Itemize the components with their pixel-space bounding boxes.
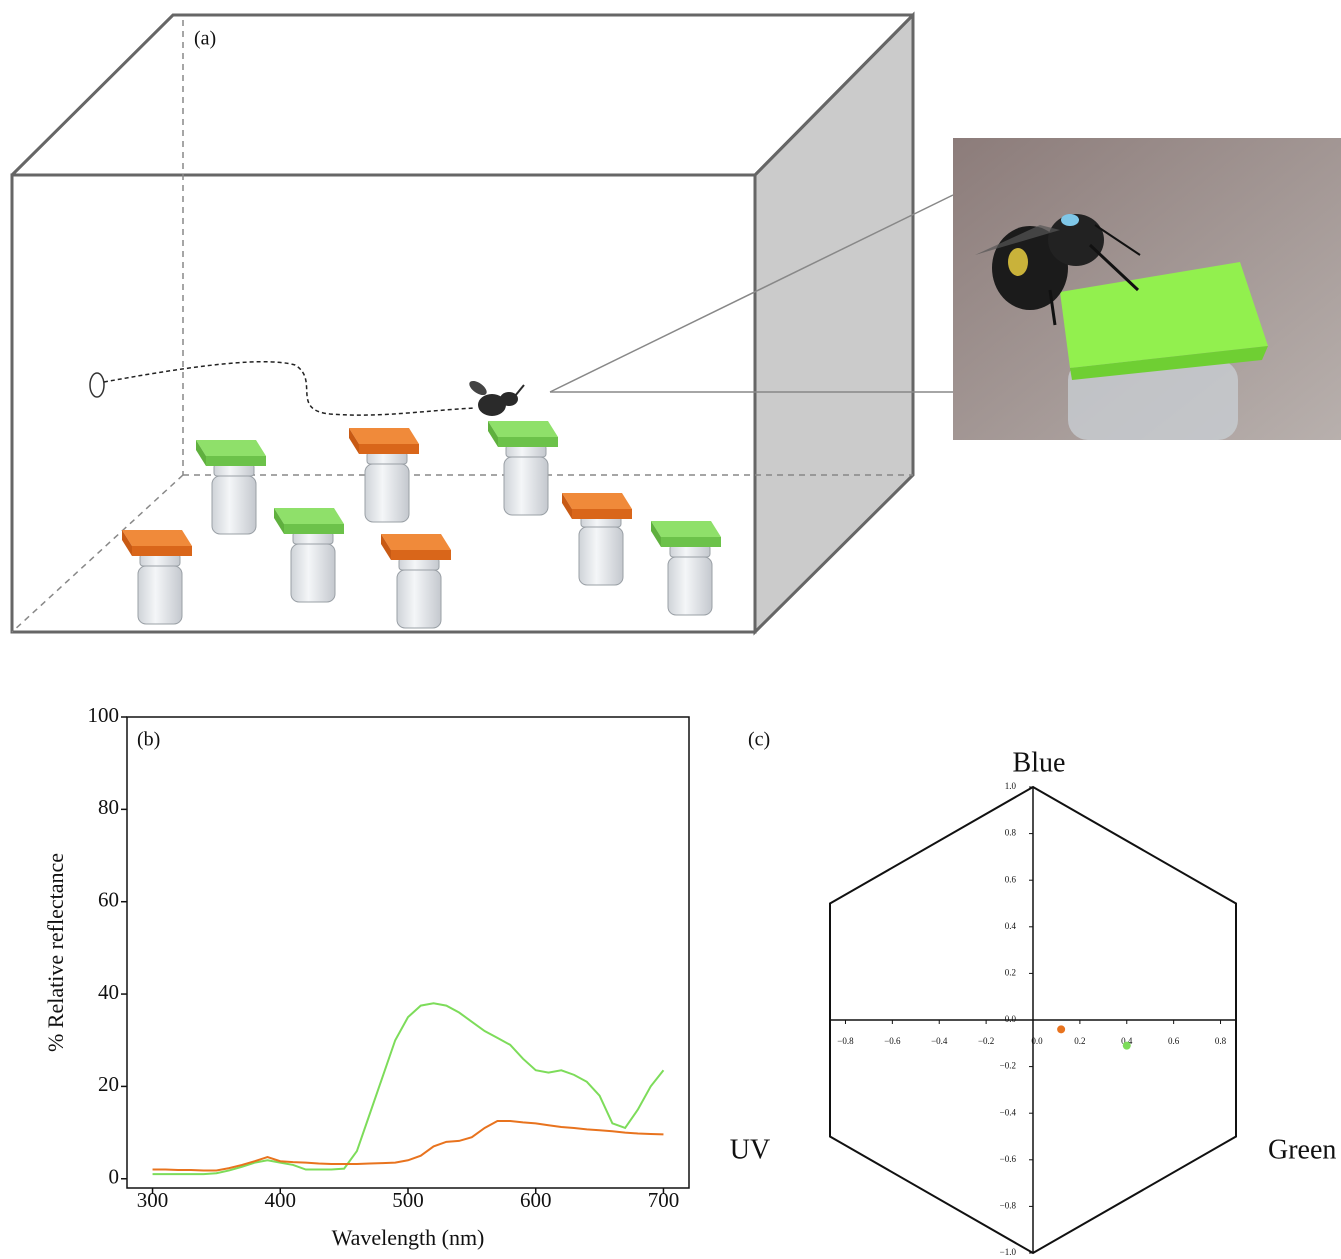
- series-line: [153, 1003, 664, 1174]
- corner-label: UV: [730, 1134, 770, 1165]
- flight-path: [104, 362, 475, 415]
- y-tick-label: 1.0: [1005, 781, 1017, 791]
- series-line: [153, 1121, 664, 1170]
- x-tick-label: 400: [265, 1188, 297, 1212]
- photo: [953, 138, 1341, 440]
- y-tick-label: 100: [88, 703, 120, 727]
- y-tick-label: −0.8: [1000, 1200, 1017, 1210]
- figure: (a) 0: [0, 0, 1341, 1259]
- box-front: [12, 175, 755, 632]
- x-tick-label: −0.2: [978, 1036, 994, 1046]
- box-side: [755, 15, 913, 632]
- x-tick-label: 0.0: [1031, 1036, 1043, 1046]
- x-tick-label: 0.2: [1074, 1036, 1085, 1046]
- x-tick-label: −0.6: [884, 1036, 901, 1046]
- y-tick-label: −0.4: [1000, 1107, 1017, 1117]
- plot-frame: [127, 717, 689, 1188]
- panel-a: (a): [12, 15, 1341, 632]
- x-axis-label: Wavelength (nm): [332, 1225, 485, 1250]
- x-tick-label: 0.8: [1215, 1036, 1227, 1046]
- panel-label: (c): [748, 729, 770, 751]
- page: {"diagram": {"panel_label": "(a)"}, "cha…: [0, 0, 1341, 1259]
- y-tick-label: 0.6: [1005, 874, 1017, 884]
- y-tick-label: −0.6: [1000, 1154, 1017, 1164]
- x-tick-label: 700: [648, 1188, 680, 1212]
- y-tick-label: 20: [98, 1072, 119, 1096]
- x-tick-label: −0.4: [931, 1036, 948, 1046]
- x-tick-label: 300: [137, 1188, 169, 1212]
- x-tick-label: 500: [392, 1188, 424, 1212]
- bee-icon: [467, 378, 524, 416]
- corner-label: Green: [1268, 1134, 1336, 1165]
- point: [1123, 1042, 1131, 1050]
- y-tick-label: −1.0: [1000, 1247, 1017, 1257]
- x-tick-label: −0.8: [837, 1036, 854, 1046]
- entrance: [90, 373, 104, 397]
- x-tick-label: 600: [520, 1188, 552, 1212]
- y-tick-label: 40: [98, 980, 119, 1004]
- y-tick-label: 60: [98, 888, 119, 912]
- panel-label: (b): [137, 729, 160, 751]
- y-tick-label: 0: [109, 1165, 120, 1189]
- x-tick-label: 0.6: [1168, 1036, 1180, 1046]
- y-tick-label: 0.2: [1005, 967, 1016, 977]
- panel-label: (a): [194, 28, 216, 50]
- corner-label: Blue: [1013, 747, 1066, 778]
- y-tick-label: −0.2: [1000, 1061, 1016, 1071]
- y-tick-label: 80: [98, 795, 119, 819]
- y-axis-label: % Relative reflectance: [43, 853, 68, 1052]
- y-tick-label: 0.4: [1005, 921, 1017, 931]
- y-tick-label: 0.8: [1005, 828, 1017, 838]
- y-tick-label: 0.0: [1005, 1014, 1017, 1024]
- point: [1057, 1025, 1065, 1033]
